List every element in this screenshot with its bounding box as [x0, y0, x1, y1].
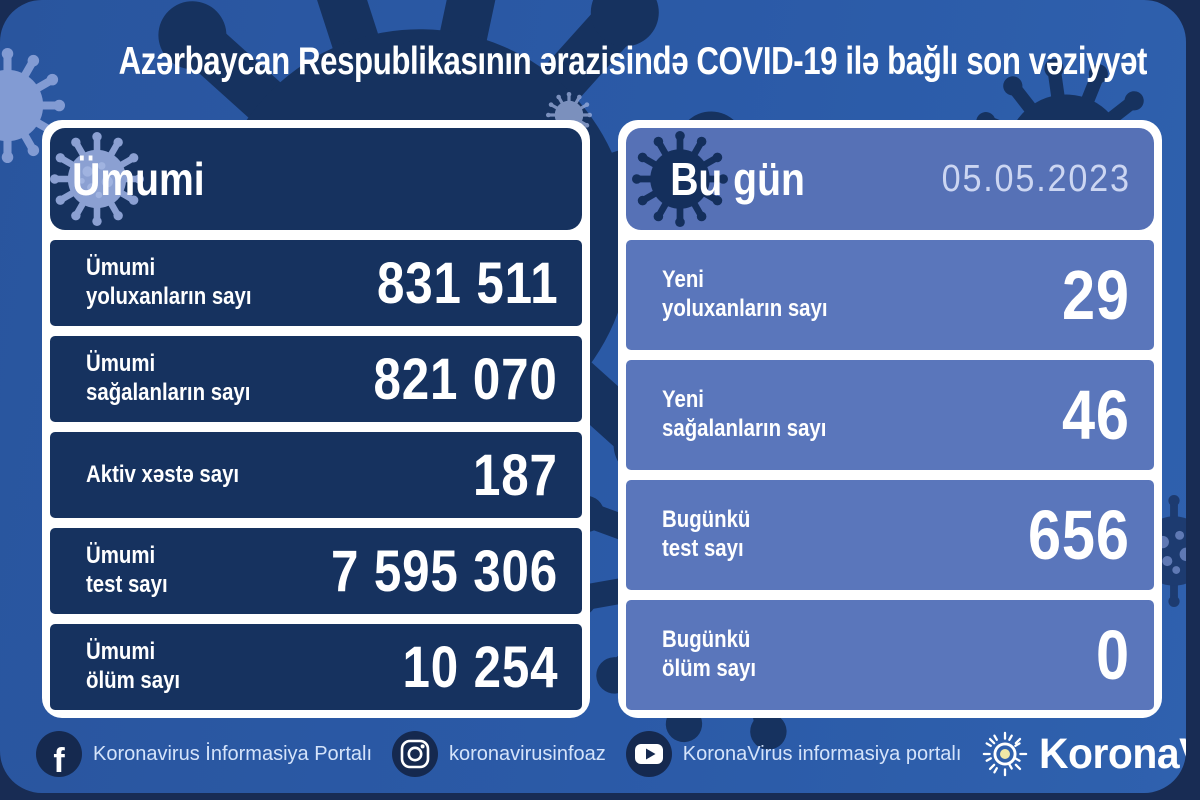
stat-value: 821 070 — [373, 346, 558, 412]
stat-row-total-infections: Ümumi yoluxanların sayı 831 511 — [50, 240, 582, 326]
brand-logo: KoronaVirus info — [981, 730, 1186, 779]
today-panel: Bu gün 05.05.2023 Yeni yoluxanların sayı … — [618, 120, 1162, 718]
facebook-link[interactable]: f Koronavirus İnformasiya Portalı — [36, 731, 372, 777]
stat-label: Yeni sağalanların sayı — [662, 386, 827, 442]
facebook-icon: f — [36, 731, 82, 777]
today-header: Bu gün 05.05.2023 — [626, 128, 1154, 230]
stat-value: 46 — [1062, 376, 1130, 454]
stat-row-new-recovered: Yeni sağalanların sayı 46 — [626, 360, 1154, 470]
stat-row-today-tests: Bugünkü test sayı 656 — [626, 480, 1154, 590]
today-rows: Yeni yoluxanların sayı 29 Yeni sağalanları… — [626, 240, 1154, 710]
totals-panel: Ümumi Ümumi yoluxanların sayı 831 511 Ümu… — [42, 120, 590, 718]
stat-label: Aktiv xəstə sayı — [86, 460, 240, 488]
stat-row-total-deaths: Ümumi ölüm sayı 10 254 — [50, 624, 582, 710]
stat-value: 656 — [1028, 496, 1130, 574]
instagram-link[interactable]: koronavirusinfoaz — [392, 731, 606, 777]
stat-label: Yeni yoluxanların sayı — [662, 266, 828, 322]
instagram-icon — [392, 731, 439, 777]
virus-sun-icon — [983, 731, 1028, 777]
stat-label: Bugünkü test sayı — [662, 506, 751, 562]
stat-row-new-infections: Yeni yoluxanların sayı 29 — [626, 240, 1154, 350]
today-header-label: Bu gün — [670, 153, 805, 205]
stat-value: 0 — [1096, 616, 1130, 694]
stat-row-today-deaths: Bugünkü ölüm sayı 0 — [626, 600, 1154, 710]
stat-row-total-tests: Ümumi test sayı 7 595 306 — [50, 528, 582, 614]
stat-value: 10 254 — [402, 634, 558, 700]
totals-header-label: Ümumi — [72, 153, 205, 205]
stat-row-total-recovered: Ümumi sağalanların sayı 821 070 — [50, 336, 582, 422]
facebook-label: Koronavirus İnformasiya Portalı — [93, 742, 373, 765]
stat-value: 831 511 — [376, 250, 558, 316]
youtube-icon — [625, 731, 672, 777]
stat-label: Bugünkü ölüm sayı — [662, 626, 757, 682]
main-card: Azərbaycan Respublikasının ərazisində CO… — [0, 0, 1186, 793]
stat-row-active-cases: Aktiv xəstə sayı 187 — [50, 432, 582, 518]
stat-label: Ümumi test sayı — [86, 542, 168, 598]
stat-label: Ümumi sağalanların sayı — [86, 350, 251, 406]
stat-label: Ümumi yoluxanların sayı — [86, 254, 252, 310]
stat-value: 187 — [473, 442, 558, 508]
youtube-link[interactable]: KoronaVirus informasiya portalı — [625, 731, 962, 777]
stat-label: Ümumi ölüm sayı — [86, 638, 181, 694]
youtube-label: KoronaVirus informasiya portalı — [682, 742, 962, 765]
stat-value: 29 — [1062, 256, 1130, 334]
instagram-label: koronavirusinfoaz — [449, 742, 606, 765]
footer: f Koronavirus İnformasiya Portalı korona… — [0, 719, 1186, 789]
date-label: 05.05.2023 — [941, 157, 1131, 200]
totals-rows: Ümumi yoluxanların sayı 831 511 Ümumi sağa… — [50, 240, 582, 710]
stat-value: 7 595 306 — [331, 538, 558, 604]
brand-name: KoronaVirus — [1039, 729, 1186, 778]
page-title: Azərbaycan Respublikasının ərazisində CO… — [118, 40, 1148, 83]
totals-header: Ümumi — [50, 128, 582, 230]
